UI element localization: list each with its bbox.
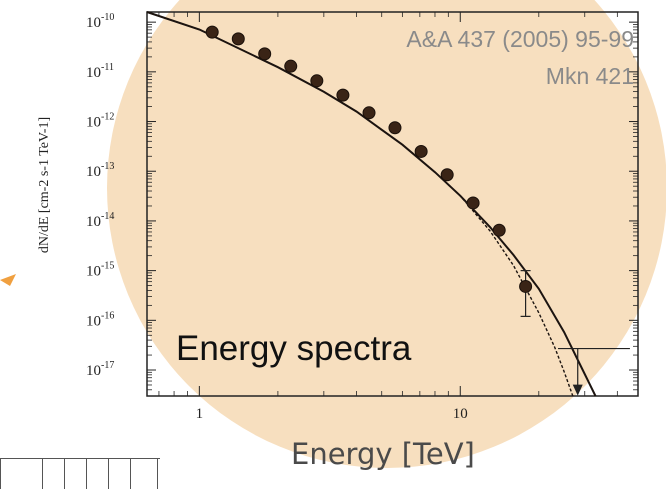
fit-curves xyxy=(146,11,597,397)
data-point xyxy=(205,25,219,39)
partial-table-edge xyxy=(0,458,160,489)
y-tick-label: 10-13 xyxy=(86,161,114,180)
y-tick-label: 10-14 xyxy=(86,211,114,230)
y-tick-label: 10-12 xyxy=(86,112,114,131)
x-tick-label: 1 xyxy=(196,406,204,422)
y-tick-label: 10-16 xyxy=(86,310,114,329)
y-tick-label: 10-11 xyxy=(86,62,114,81)
data-point xyxy=(336,88,350,102)
data-point xyxy=(284,59,298,73)
y-tick-label: 10-17 xyxy=(86,360,114,379)
data-point xyxy=(310,74,324,88)
data-point xyxy=(440,168,454,182)
fit-curve-dashed xyxy=(146,11,574,397)
x-axis: 1 10 xyxy=(158,12,618,422)
source-label: Mkn 421 xyxy=(546,63,634,89)
spectrum-chart: 1 10 10-1010-1110-1210-1310-1410-1510-161… xyxy=(37,11,639,471)
data-point xyxy=(362,106,376,120)
reference-label: A&A 437 (2005) 95-99 xyxy=(406,26,634,52)
y-axis: 10-10 10-11 10-12 10-13 10-14 10-15 10-16 10-17 xyxy=(86,12,638,397)
y-tick-label: 10-15 xyxy=(86,261,114,280)
upper-limit-arrow-icon xyxy=(572,384,583,396)
plot-frame xyxy=(146,11,639,397)
data-points xyxy=(205,25,630,396)
arrow-tip-icon xyxy=(0,274,16,286)
data-point xyxy=(388,121,402,135)
data-point xyxy=(466,196,480,210)
data-point xyxy=(414,144,428,158)
x-tick-label: 10 xyxy=(453,406,468,422)
data-point xyxy=(519,279,533,293)
y-axis-label: dN/dE [cm-2 s-1 TeV-1] xyxy=(37,117,52,253)
data-point xyxy=(258,47,272,61)
overlay-title: Energy spectra xyxy=(176,329,412,368)
y-tick-label: 10-10 xyxy=(86,12,114,31)
x-axis-label: Energy [TeV] xyxy=(291,437,475,471)
data-point xyxy=(231,32,245,46)
background-disc xyxy=(107,0,666,468)
data-point xyxy=(492,223,506,237)
